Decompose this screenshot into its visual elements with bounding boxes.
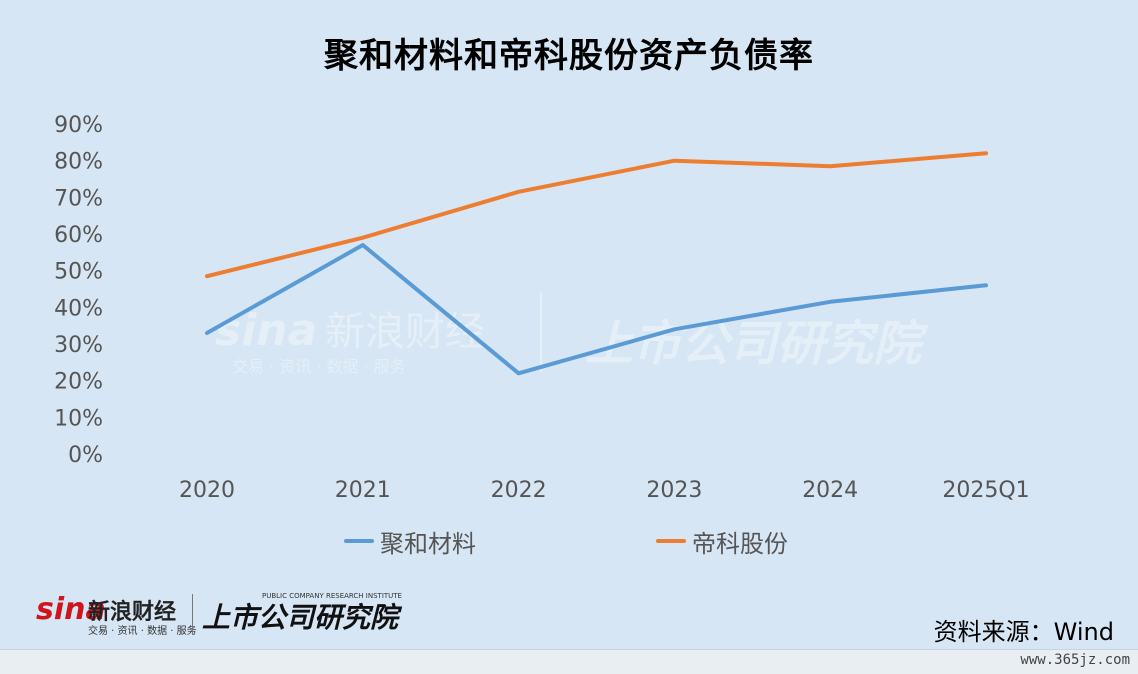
logo: sina 新浪财经 交易 · 资讯 · 数据 · 服务 PUBLIC COMPA… [36, 590, 416, 640]
data-point [361, 236, 365, 240]
y-tick-label: 10% [54, 406, 103, 431]
x-tick-label: 2021 [335, 478, 391, 503]
x-tick-label: 2025Q1 [942, 478, 1029, 503]
institute-cn: 上市公司研究院 [202, 601, 399, 634]
data-point [517, 190, 521, 194]
source-note: 资料来源：Wind [933, 618, 1114, 646]
y-tick-label: 20% [54, 370, 103, 395]
x-tick-label: 2020 [179, 478, 235, 503]
data-point [517, 371, 521, 375]
y-tick-label: 80% [54, 150, 103, 175]
data-point [984, 151, 988, 155]
x-tick-label: 2024 [802, 478, 858, 503]
y-tick-label: 30% [54, 333, 103, 358]
legend-item-dike: 帝科股份 [656, 526, 788, 558]
site-url: www.365jz.com [1020, 652, 1130, 668]
legend-label-juhe: 聚和材料 [380, 529, 476, 558]
legend-swatch-juhe [344, 539, 374, 543]
series-line-dike [205, 151, 988, 279]
logo-divider [192, 594, 193, 634]
sina-logo-word: sina [36, 592, 106, 627]
y-tick-label: 70% [54, 186, 103, 211]
x-tick-label: 2022 [491, 478, 547, 503]
y-tick-label: 50% [54, 260, 103, 285]
series-line-juhe [205, 243, 988, 376]
data-point [672, 327, 676, 331]
institute-en: PUBLIC COMPANY RESEARCH INSTITUTE [262, 592, 402, 600]
footer-band: www.365jz.com [0, 649, 1138, 674]
data-point [205, 331, 209, 335]
data-point [672, 159, 676, 163]
data-point [361, 243, 365, 247]
chart-title: 聚和材料和帝科股份资产负债率 [324, 36, 814, 76]
legend-label-dike: 帝科股份 [692, 529, 788, 558]
sina-logo-sub: 交易 · 资讯 · 数据 · 服务 [88, 626, 197, 637]
y-tick-label: 40% [54, 296, 103, 321]
data-point [828, 300, 832, 304]
y-tick-label: 0% [68, 443, 103, 468]
x-tick-label: 2023 [646, 478, 702, 503]
y-tick-label: 60% [54, 223, 103, 248]
legend-item-juhe: 聚和材料 [344, 526, 476, 558]
data-point [205, 274, 209, 278]
sina-logo-cn: 新浪财经 [88, 600, 177, 625]
y-tick-label: 90% [54, 113, 103, 138]
data-point [828, 164, 832, 168]
data-point [984, 283, 988, 287]
legend-swatch-dike [656, 539, 686, 543]
